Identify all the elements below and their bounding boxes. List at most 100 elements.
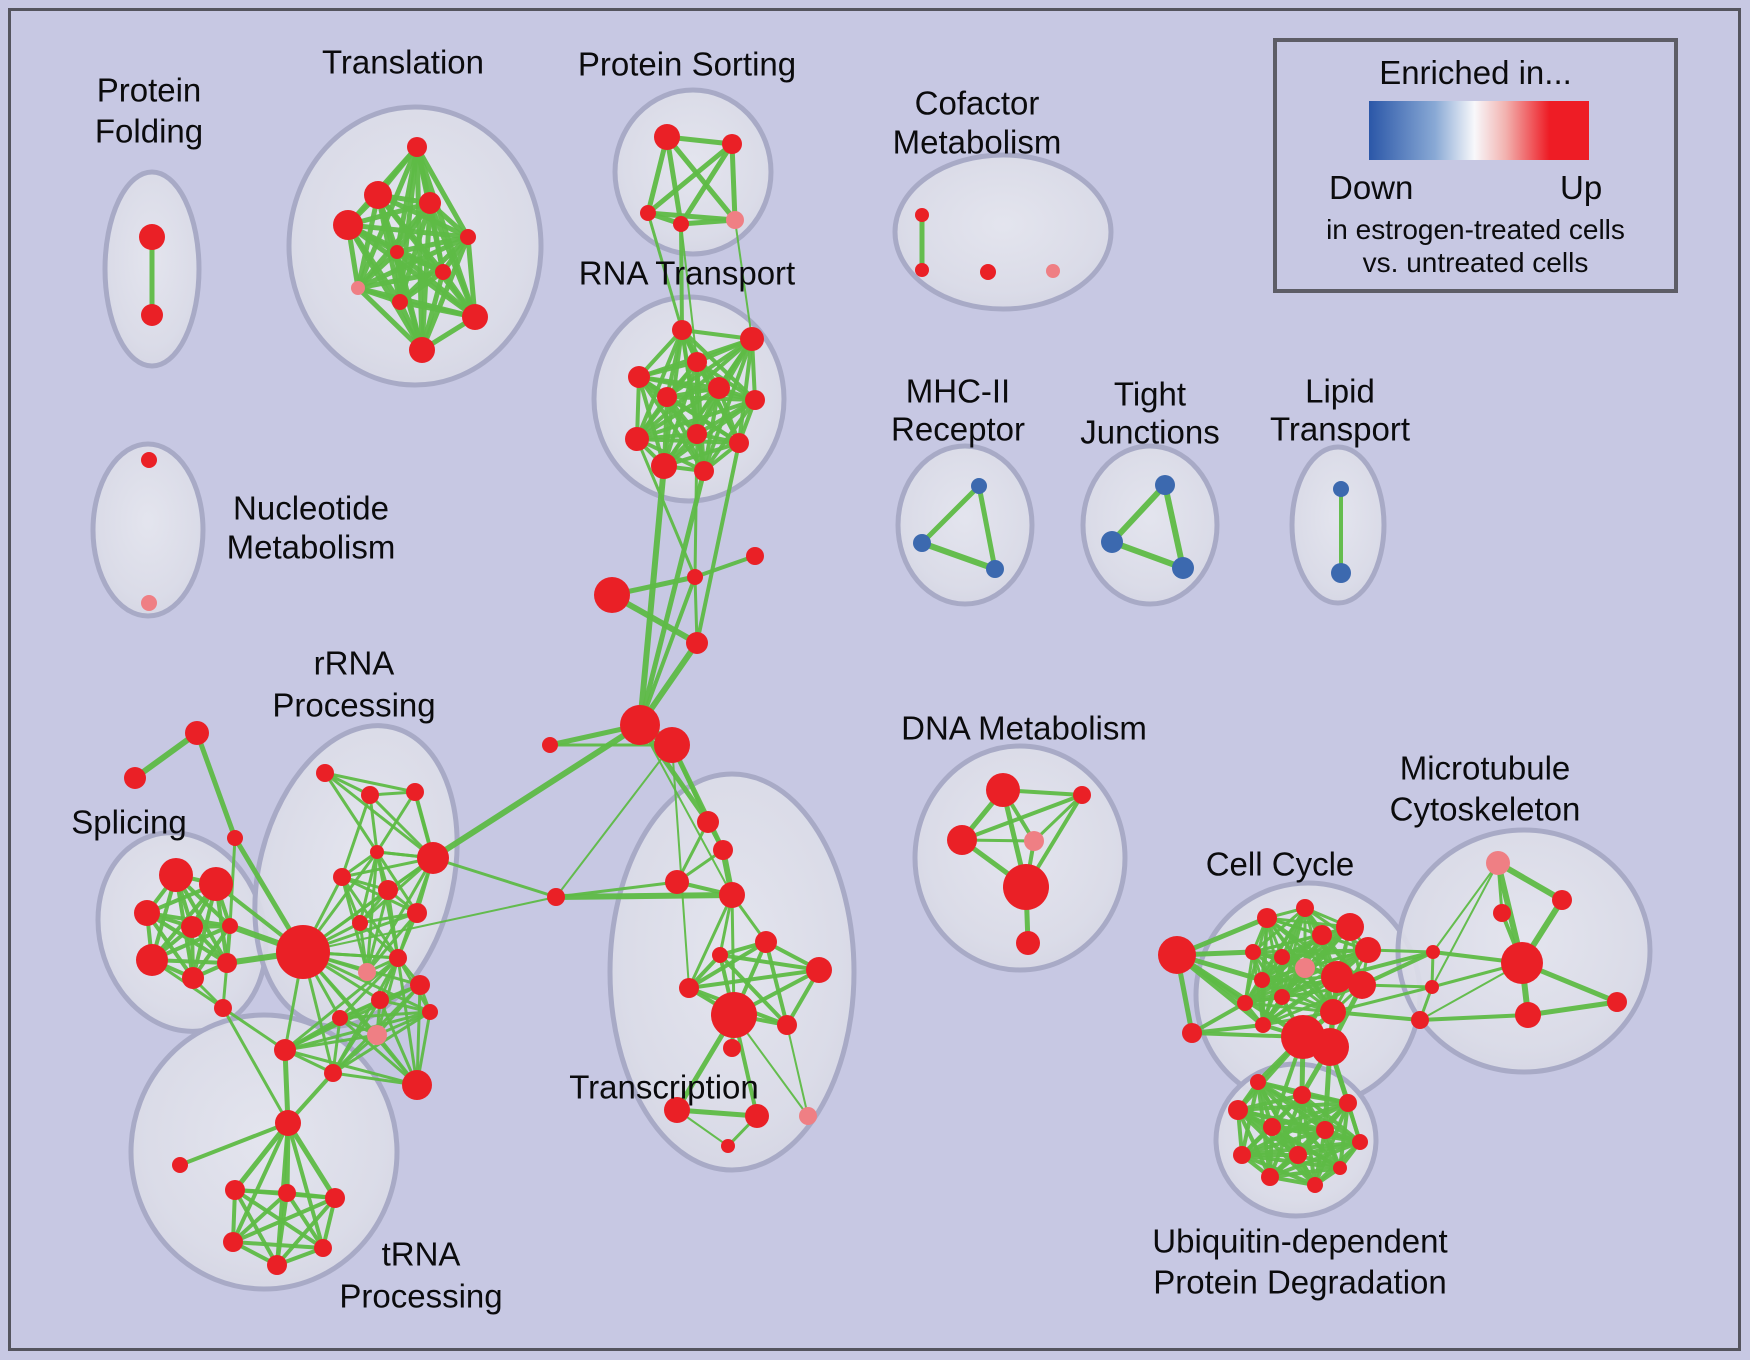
- node-D4: [1003, 864, 1049, 910]
- node-CC6: [1355, 937, 1381, 963]
- node-P3: [181, 916, 203, 938]
- node-J0: [1155, 475, 1175, 495]
- node-T7: [351, 281, 365, 295]
- cluster-label-ubiquitin-degradation-line1: Ubiquitin-dependent: [1152, 1223, 1447, 1260]
- cluster-label-tight-junctions-line1: Tight: [1114, 376, 1186, 413]
- node-TR14: [721, 1139, 735, 1153]
- node-U7: [267, 1255, 287, 1275]
- node-CC11: [1321, 961, 1353, 993]
- legend-up-label: Up: [1560, 169, 1603, 206]
- node-PINK1: [358, 963, 376, 981]
- node-C0: [915, 208, 929, 222]
- legend-box: Enriched in... Down Up in estrogen-treat…: [1273, 38, 1678, 293]
- cluster-lipid-transport: [1289, 444, 1387, 606]
- node-CH4: [542, 737, 558, 753]
- cluster-label-microtubule-cytoskeleton-line1: Microtubule: [1400, 750, 1571, 787]
- node-S0: [654, 124, 680, 150]
- legend-subtitle-1: in estrogen-treated cells: [1326, 214, 1625, 245]
- node-R8: [625, 427, 649, 451]
- node-R7: [687, 424, 707, 444]
- node-R3: [628, 366, 650, 388]
- cluster-label-mhc-ii-receptor-line1: MHC-II: [906, 373, 1010, 410]
- node-M2: [986, 560, 1004, 578]
- node-Q14: [274, 1039, 296, 1061]
- legend-down-label: Down: [1329, 169, 1414, 206]
- node-P2: [134, 900, 160, 926]
- node-D3: [1024, 831, 1044, 851]
- node-R1: [740, 327, 764, 351]
- cluster-cofactor-metabolism: [892, 152, 1114, 312]
- cluster-label-trna-processing-line2: Processing: [339, 1278, 502, 1315]
- node-HUB: [276, 925, 330, 979]
- node-CC3: [1296, 899, 1314, 917]
- node-B9: [1333, 1161, 1347, 1175]
- cluster-labels: Protein Folding Translation Protein Sorting…: [71, 44, 1580, 1315]
- cluster-rrna-processing: [252, 723, 460, 1029]
- node-PF0: [139, 224, 165, 250]
- node-T8: [392, 294, 408, 310]
- node-C2: [980, 264, 996, 280]
- node-Q0: [316, 764, 334, 782]
- node-CH3: [686, 632, 708, 654]
- node-X2: [227, 830, 243, 846]
- node-U4: [325, 1188, 345, 1208]
- node-TR6: [806, 957, 832, 983]
- node-MT0: [1486, 851, 1510, 875]
- node-B0: [1250, 1074, 1266, 1090]
- node-J1: [1101, 531, 1123, 553]
- cluster-label-mhc-ii-receptor-line2: Receptor: [891, 411, 1025, 448]
- node-CC2: [1257, 908, 1277, 928]
- node-P5: [136, 944, 168, 976]
- node-CC14: [1274, 989, 1290, 1005]
- node-J2: [1172, 557, 1194, 579]
- cluster-label-lipid-transport-line2: Transport: [1270, 411, 1410, 448]
- node-R9: [729, 433, 749, 453]
- node-SM0: [547, 888, 565, 906]
- node-P4: [222, 918, 238, 934]
- node-T1: [364, 181, 392, 209]
- node-Q8: [370, 845, 384, 859]
- node-MT5: [1425, 980, 1439, 994]
- node-CC4: [1336, 913, 1364, 941]
- cluster-label-rna-transport: RNA Transport: [579, 255, 795, 292]
- node-U6: [314, 1239, 332, 1257]
- cluster-label-lipid-transport-line1: Lipid: [1305, 373, 1375, 410]
- node-TR0: [697, 811, 719, 833]
- node-TR7: [679, 978, 699, 998]
- node-U0: [275, 1110, 301, 1136]
- node-CC8: [1274, 949, 1290, 965]
- node-B11: [1307, 1177, 1323, 1193]
- node-CC15: [1320, 999, 1346, 1025]
- node-CB2: [654, 727, 690, 763]
- node-U3: [278, 1184, 296, 1202]
- node-CC0: [1158, 936, 1196, 974]
- node-CH2: [594, 577, 630, 613]
- node-MT7: [1515, 1002, 1541, 1028]
- node-B6: [1352, 1134, 1368, 1150]
- node-B5: [1316, 1121, 1334, 1139]
- node-B1: [1293, 1086, 1311, 1104]
- node-TR3: [719, 882, 745, 908]
- node-MT1: [1552, 890, 1572, 910]
- node-CC5: [1312, 925, 1332, 945]
- cluster-label-ubiquitin-degradation-line2: Protein Degradation: [1153, 1264, 1447, 1301]
- cluster-label-microtubule-cytoskeleton-line2: Cytoskeleton: [1390, 791, 1581, 828]
- node-MT3: [1501, 942, 1543, 984]
- node-N0: [141, 452, 157, 468]
- node-PINK2: [367, 1025, 387, 1045]
- node-T0: [407, 137, 427, 157]
- node-P7: [217, 953, 237, 973]
- node-TR4: [755, 931, 777, 953]
- node-T9: [462, 304, 488, 330]
- node-T4: [460, 229, 476, 245]
- node-U5: [223, 1232, 243, 1252]
- node-L0: [1333, 481, 1349, 497]
- node-R11: [694, 461, 714, 481]
- node-S2: [640, 205, 656, 221]
- node-Q11: [371, 991, 389, 1009]
- node-R4: [708, 377, 730, 399]
- node-D5: [1016, 931, 1040, 955]
- node-Q12: [332, 1010, 348, 1026]
